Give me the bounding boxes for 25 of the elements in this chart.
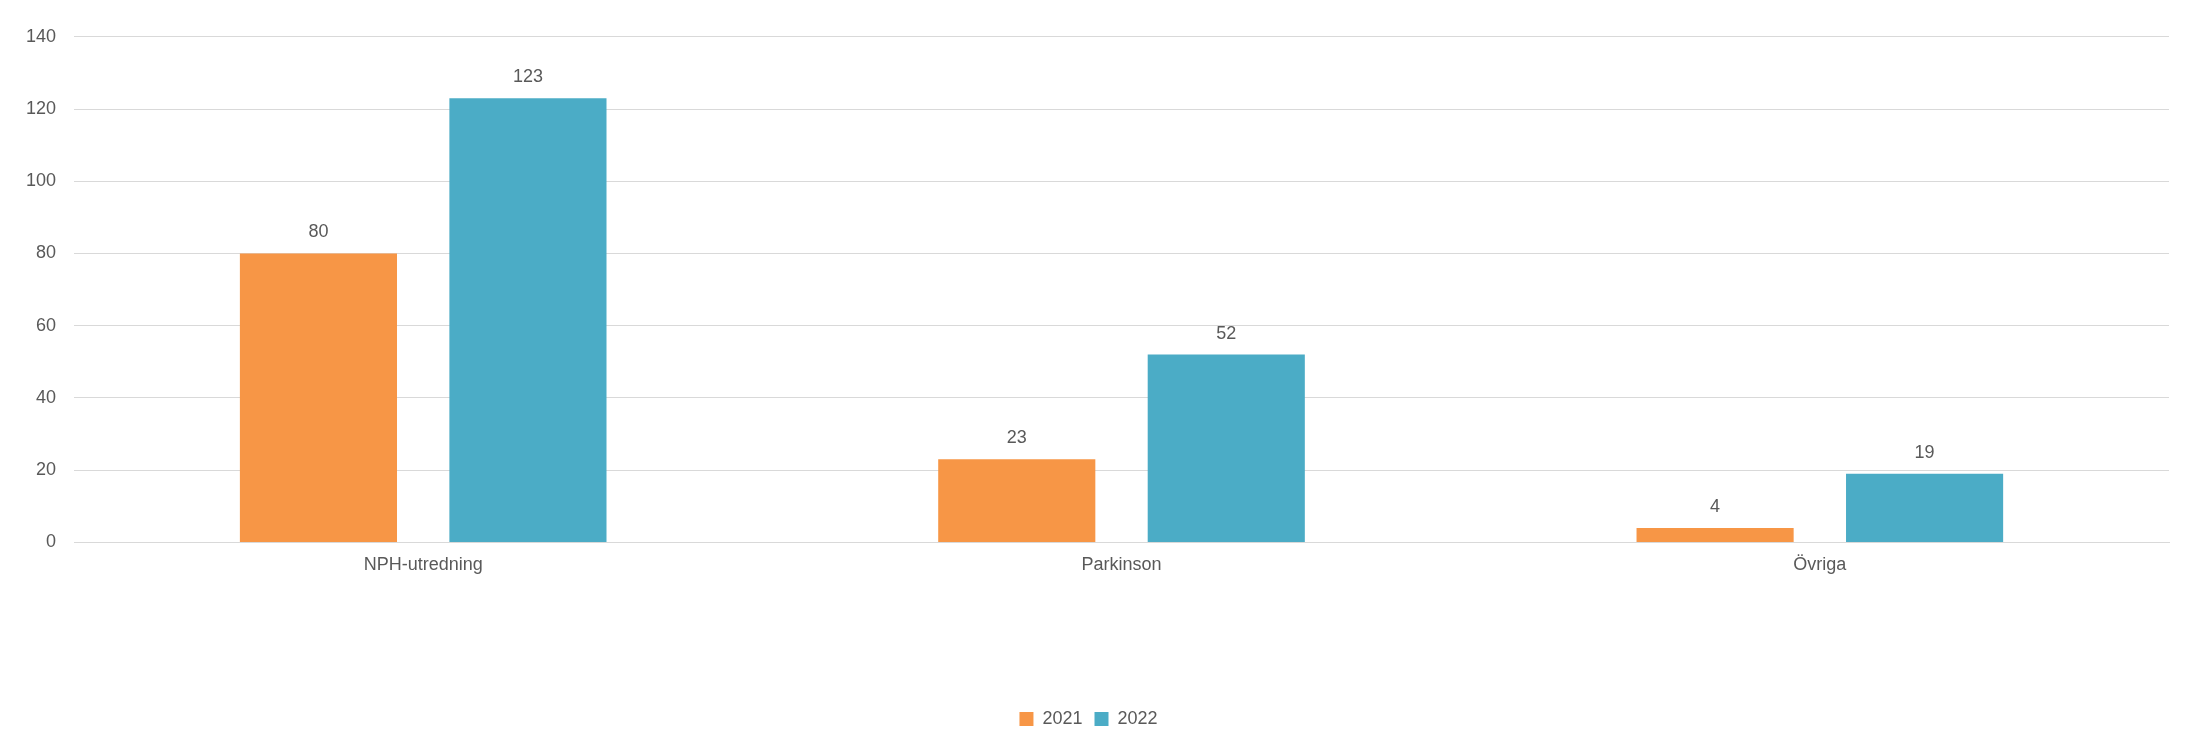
x-tick-label: Övriga [1793, 554, 1848, 575]
legend-label: 2021 [1042, 707, 1083, 728]
legend-label: 2022 [1117, 707, 1158, 728]
bar [938, 459, 1096, 542]
y-tick-label: 120 [25, 98, 57, 118]
y-tick-label: 0 [46, 531, 57, 552]
data-label: 80 [308, 221, 329, 242]
y-tick-label: 20 [36, 459, 57, 480]
y-tick-label: 100 [25, 170, 57, 191]
y-tick-label: 140 [25, 25, 57, 46]
x-tick-label: Parkinson [1081, 554, 1162, 575]
y-tick-label: 60 [36, 314, 57, 335]
data-label: 52 [1216, 322, 1237, 343]
bar [239, 253, 398, 542]
bar [1636, 527, 1794, 542]
data-label: 23 [1006, 427, 1027, 448]
bar [449, 98, 607, 542]
data-label: 4 [1710, 495, 1721, 516]
data-label: 19 [1914, 441, 1935, 462]
y-tick-label: 80 [36, 242, 57, 263]
bar [1846, 473, 2004, 542]
y-tick-label: 40 [36, 386, 57, 407]
bar [1147, 354, 1305, 542]
data-label: 123 [512, 66, 543, 87]
x-tick-label: NPH-utredning [363, 554, 483, 575]
